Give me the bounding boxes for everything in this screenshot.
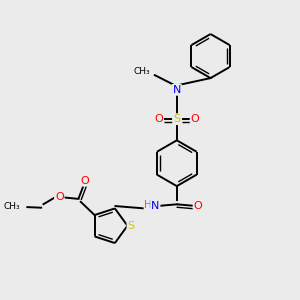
Text: N: N — [151, 201, 160, 211]
Text: CH₃: CH₃ — [133, 67, 150, 76]
Text: O: O — [154, 114, 163, 124]
Text: O: O — [194, 201, 202, 211]
Text: S: S — [128, 221, 135, 231]
Text: H: H — [144, 200, 152, 210]
Text: N: N — [172, 85, 181, 95]
Text: CH₃: CH₃ — [4, 202, 21, 211]
Text: O: O — [55, 192, 64, 203]
Text: O: O — [190, 114, 200, 124]
Text: O: O — [80, 176, 88, 186]
Text: S: S — [173, 114, 180, 124]
